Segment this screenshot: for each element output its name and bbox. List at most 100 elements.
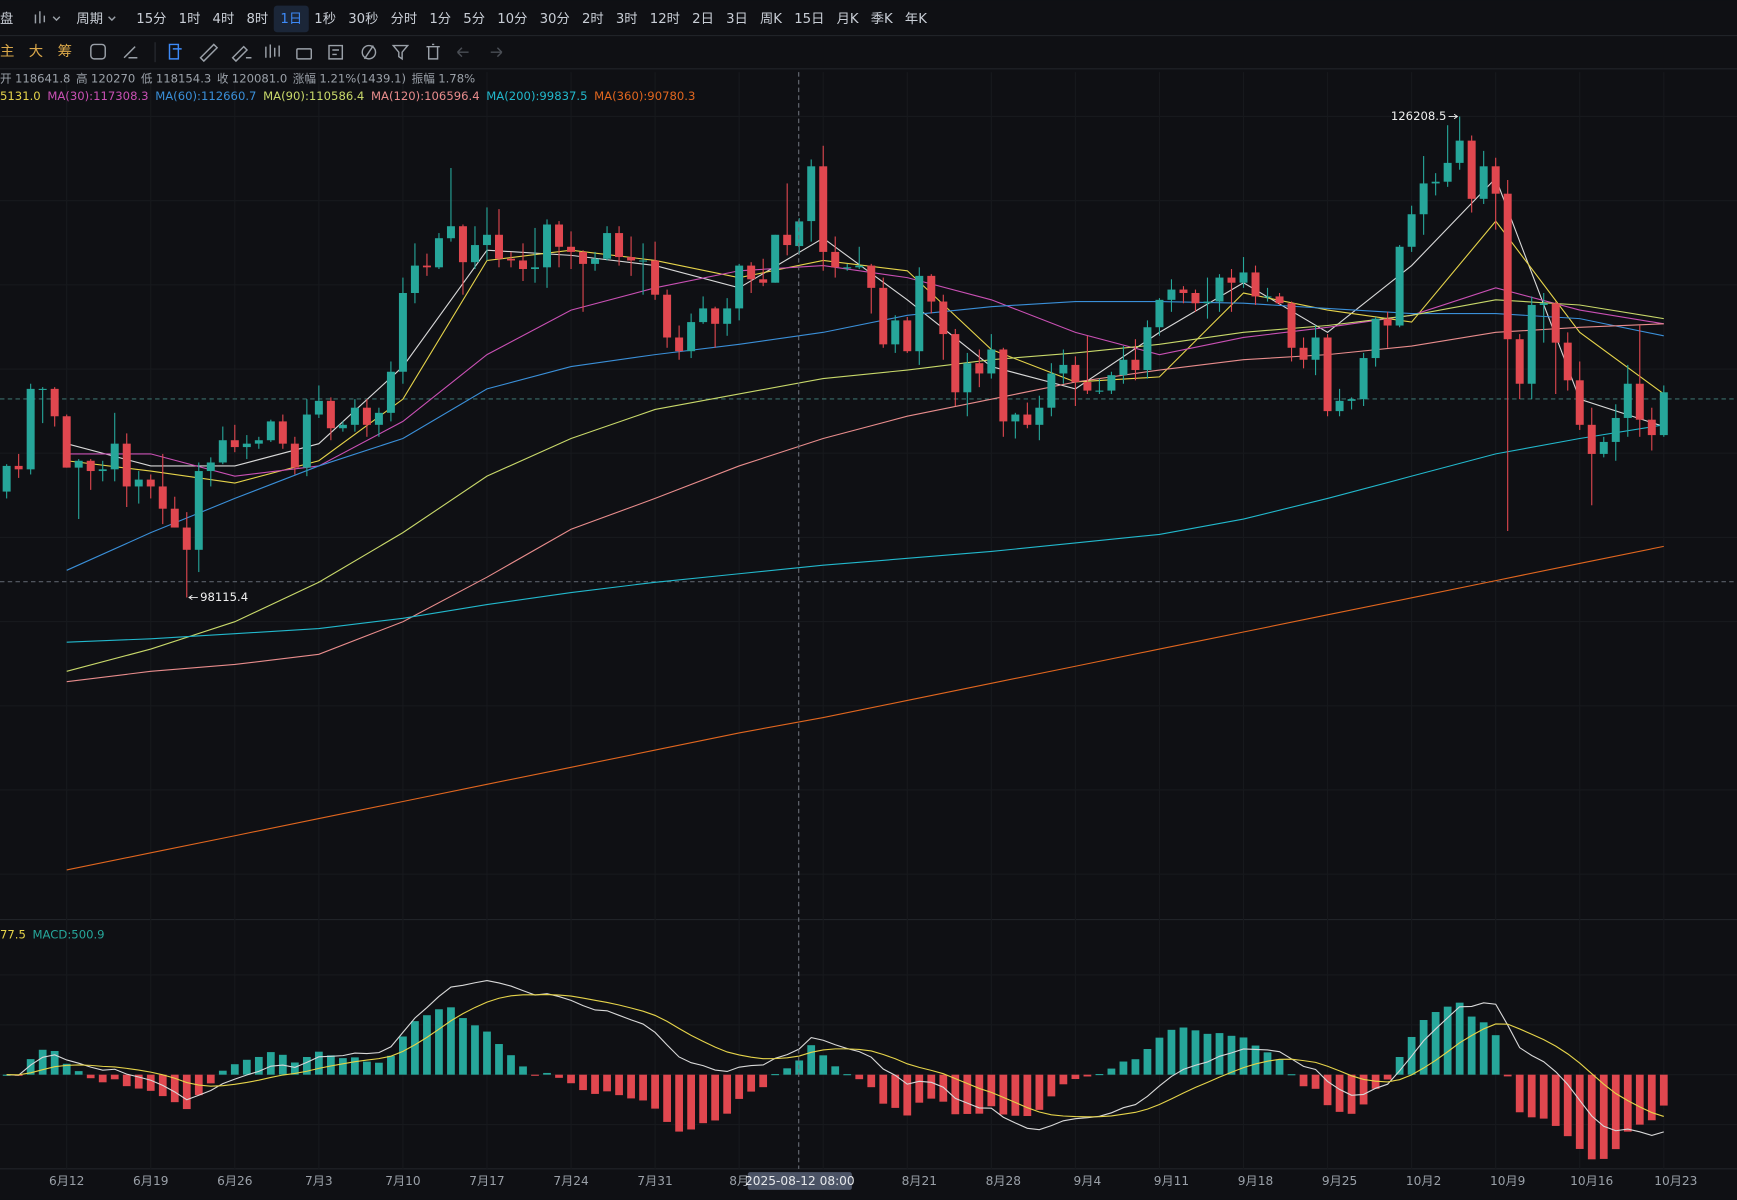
candle-body <box>146 479 155 487</box>
candle-body <box>963 363 972 393</box>
macd-bar <box>206 1074 215 1084</box>
candle-body <box>1539 303 1548 305</box>
candle-body <box>1587 424 1596 454</box>
candle-body <box>1467 140 1476 199</box>
candle-body <box>1203 301 1212 304</box>
arrow <box>188 594 198 601</box>
candle-body <box>1335 400 1344 412</box>
interval-button[interactable]: 1时 <box>179 11 201 27</box>
tool-icon[interactable] <box>296 48 313 60</box>
tool-icon[interactable] <box>391 44 410 61</box>
macd-bar <box>1431 1012 1440 1075</box>
macd-bar <box>447 1007 455 1075</box>
candle-body <box>314 400 323 415</box>
macd-bar <box>903 1074 912 1116</box>
tool-icon[interactable] <box>123 46 138 59</box>
interval-button[interactable]: 30秒 <box>348 11 378 27</box>
tool-icon[interactable] <box>199 43 219 63</box>
tool-icon[interactable] <box>490 47 503 58</box>
interval-button[interactable]: 1日 <box>280 12 302 27</box>
interval-button[interactable]: 1秒 <box>314 11 336 27</box>
interval-button[interactable]: 15分 <box>136 11 166 27</box>
indicator-button[interactable]: 筹 <box>58 43 72 60</box>
candle-body <box>567 246 576 252</box>
tool-icon[interactable] <box>426 43 440 60</box>
candle-body <box>50 388 59 417</box>
tool-icon[interactable] <box>457 47 469 58</box>
tool-icon[interactable] <box>328 44 344 60</box>
tool-icon[interactable] <box>168 43 182 60</box>
macd-bar <box>1311 1074 1320 1089</box>
interval-button[interactable]: 15日 <box>794 12 824 27</box>
period-label[interactable]: 周期 <box>76 11 103 27</box>
interval-button[interactable]: 5分 <box>463 11 485 27</box>
macd-bar <box>230 1064 239 1075</box>
info-label: 收 <box>217 71 229 85</box>
ma-line <box>66 545 1664 871</box>
macd-bar <box>1599 1074 1608 1159</box>
interval-button[interactable]: 1分 <box>429 11 451 27</box>
macd-bar <box>567 1074 575 1084</box>
interval-button[interactable]: 4时 <box>213 11 235 27</box>
macd-bar <box>1575 1074 1584 1149</box>
interval-button[interactable]: 周K <box>760 12 782 27</box>
candle-body <box>1167 289 1176 300</box>
crosshair-label: 2025-08-12 08:00 <box>745 1174 855 1188</box>
candle-body <box>759 279 768 283</box>
macd-bar <box>1119 1061 1128 1075</box>
tool-icon[interactable] <box>90 43 106 60</box>
info-label: 高 <box>76 71 88 85</box>
interval-button[interactable]: 8时 <box>246 11 268 27</box>
interval-button[interactable]: 分时 <box>391 11 418 27</box>
interval-button[interactable]: 月K <box>837 12 859 27</box>
macd-bar <box>915 1074 924 1103</box>
interval-button[interactable]: 10分 <box>497 11 527 27</box>
x-tick-label: 6月19 <box>133 1174 168 1188</box>
macd-bar <box>1443 1006 1452 1075</box>
interval-button[interactable]: 年K <box>905 11 927 27</box>
macd-bar <box>98 1074 107 1083</box>
macd-bar <box>1251 1045 1260 1075</box>
indicator-button[interactable]: 大 <box>29 43 43 60</box>
indicator-button[interactable]: 主 <box>0 43 14 60</box>
macd-bar <box>50 1050 59 1075</box>
macd-bar <box>1503 1074 1512 1077</box>
interval-button[interactable]: 2时 <box>582 11 604 27</box>
macd-bar <box>891 1074 900 1108</box>
candle-body <box>74 460 83 468</box>
macd-bar <box>1335 1074 1344 1112</box>
macd-bar <box>86 1074 95 1079</box>
tool-icon[interactable] <box>265 44 280 58</box>
candle-body <box>555 224 564 247</box>
macd-legend: 77.5 <box>0 928 26 942</box>
candle-body <box>723 308 732 324</box>
tool-icon[interactable] <box>231 45 252 63</box>
candle-body <box>1395 246 1404 326</box>
candle-body <box>531 267 540 270</box>
macd-bar <box>1167 1029 1176 1075</box>
candle-body <box>663 294 672 338</box>
candle-body <box>927 275 936 302</box>
interval-button[interactable]: 12时 <box>650 11 680 27</box>
bar-style-icon[interactable] <box>34 11 116 24</box>
macd-bar <box>387 1055 395 1075</box>
candle-body <box>699 308 708 323</box>
macd-bar <box>471 1025 479 1075</box>
interval-button[interactable]: 30分 <box>540 11 570 27</box>
tool-icon[interactable] <box>361 44 377 60</box>
macd-bar <box>399 1036 407 1075</box>
interval-button[interactable]: 2日 <box>692 12 714 27</box>
macd-bar <box>819 1055 828 1075</box>
interval-button[interactable]: 3日 <box>726 12 748 27</box>
candle-body <box>1059 364 1068 374</box>
candle-body <box>14 465 23 470</box>
interval-button[interactable]: 3时 <box>616 11 638 27</box>
macd-bar <box>699 1074 708 1124</box>
macd-bar <box>423 1015 431 1075</box>
macd-bar <box>963 1074 972 1114</box>
interval-button[interactable]: 季K <box>871 11 893 27</box>
macd-bar <box>1563 1074 1572 1137</box>
candle-body <box>1107 375 1116 391</box>
candle-body <box>1455 140 1464 163</box>
